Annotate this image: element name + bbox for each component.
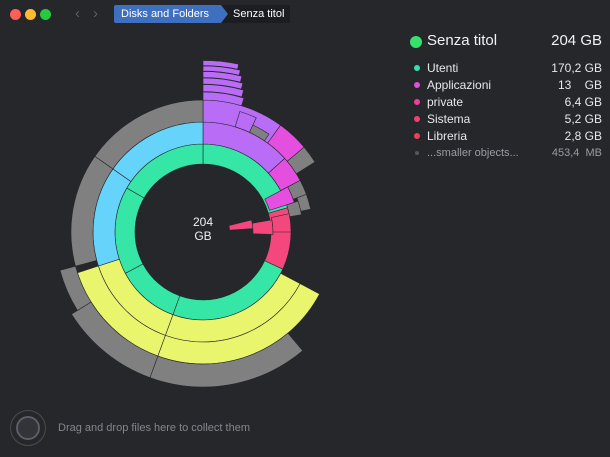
selected-item-size: 204 GB [551, 32, 602, 49]
color-bullet-icon [414, 99, 420, 105]
item-size: 13 GB [557, 78, 602, 92]
breadcrumb: Disks and Folders Senza titol [114, 5, 291, 23]
collector-icon [16, 416, 40, 440]
center-size-label: 204 GB [175, 215, 231, 243]
item-size: 2,8 GB [564, 129, 602, 143]
list-item[interactable]: Libreria 2,8 GB [410, 128, 602, 145]
center-size-unit: GB [194, 229, 212, 243]
list-item[interactable]: Sistema 5,2 GB [410, 111, 602, 128]
list-item[interactable]: Utenti 170,2 GB [410, 60, 602, 77]
list-item[interactable]: Applicazioni 13 GB [410, 77, 602, 94]
selected-item-name: Senza titol [427, 32, 498, 49]
sunburst-segment[interactable] [202, 71, 243, 83]
item-size: 170,2 GB [551, 61, 602, 75]
close-window-button[interactable] [10, 9, 21, 20]
color-bullet-icon [414, 82, 420, 88]
sunburst-segments[interactable] [59, 60, 320, 388]
dropzone-hint: Drag and drop files here to collect them [58, 422, 250, 434]
item-size: 6,4 GB [564, 95, 602, 109]
item-size: 453,4 MB [551, 147, 602, 159]
item-label: Sistema [427, 112, 471, 126]
color-bullet-icon [414, 65, 420, 71]
sunburst-segment[interactable] [59, 265, 92, 311]
sunburst-segment[interactable] [94, 99, 204, 170]
breadcrumb-disks-and-folders[interactable]: Disks and Folders [114, 5, 229, 23]
sunburst-segment[interactable] [251, 219, 274, 235]
selected-color-dot [410, 36, 422, 48]
color-bullet-icon [414, 116, 420, 122]
breadcrumb-current-folder[interactable]: Senza titol [221, 5, 291, 23]
item-label: ...smaller objects... [427, 147, 519, 159]
list-item[interactable]: private 6,4 GB [410, 94, 602, 111]
item-label: Libreria [427, 129, 468, 143]
sunburst-segment[interactable] [286, 146, 316, 175]
sunburst-segment[interactable] [271, 213, 292, 233]
center-hole[interactable] [176, 205, 230, 259]
zoom-window-button[interactable] [40, 9, 51, 20]
collector-drop-target[interactable] [10, 410, 46, 446]
item-size: 5,2 GB [564, 112, 602, 126]
sunburst-segment[interactable] [226, 219, 254, 231]
back-chevron-icon[interactable]: ‹ [75, 5, 80, 22]
color-bullet-icon [414, 133, 420, 139]
sunburst-segment[interactable] [202, 84, 245, 98]
item-label: private [427, 95, 464, 109]
color-bullet-icon [415, 151, 419, 155]
item-label: Utenti [427, 61, 459, 75]
center-size-number: 204 [192, 215, 214, 229]
sunburst-segment[interactable] [249, 124, 270, 142]
sunburst-segment[interactable] [202, 65, 241, 76]
sunburst-segment[interactable] [202, 77, 244, 90]
selected-item-header[interactable]: Senza titol 204 GB [410, 32, 602, 54]
sunburst-segment[interactable] [202, 91, 245, 107]
children-list: Utenti 170,2 GB Applicazioni 13 GB priva… [410, 60, 602, 162]
forward-chevron-icon[interactable]: › [93, 5, 98, 22]
smaller-objects-item[interactable]: ...smaller objects... 453,4 MB [410, 145, 602, 162]
sunburst-segment[interactable] [296, 193, 311, 212]
item-label: Applicazioni [427, 78, 492, 92]
info-panel: Senza titol 204 GB Utenti 170,2 GB Appli… [410, 32, 602, 162]
sunburst-segment[interactable] [264, 186, 295, 211]
title-bar: ‹ › Disks and Folders Senza titol [0, 0, 610, 28]
sunburst-segment[interactable] [202, 60, 240, 70]
minimize-window-button[interactable] [25, 9, 36, 20]
